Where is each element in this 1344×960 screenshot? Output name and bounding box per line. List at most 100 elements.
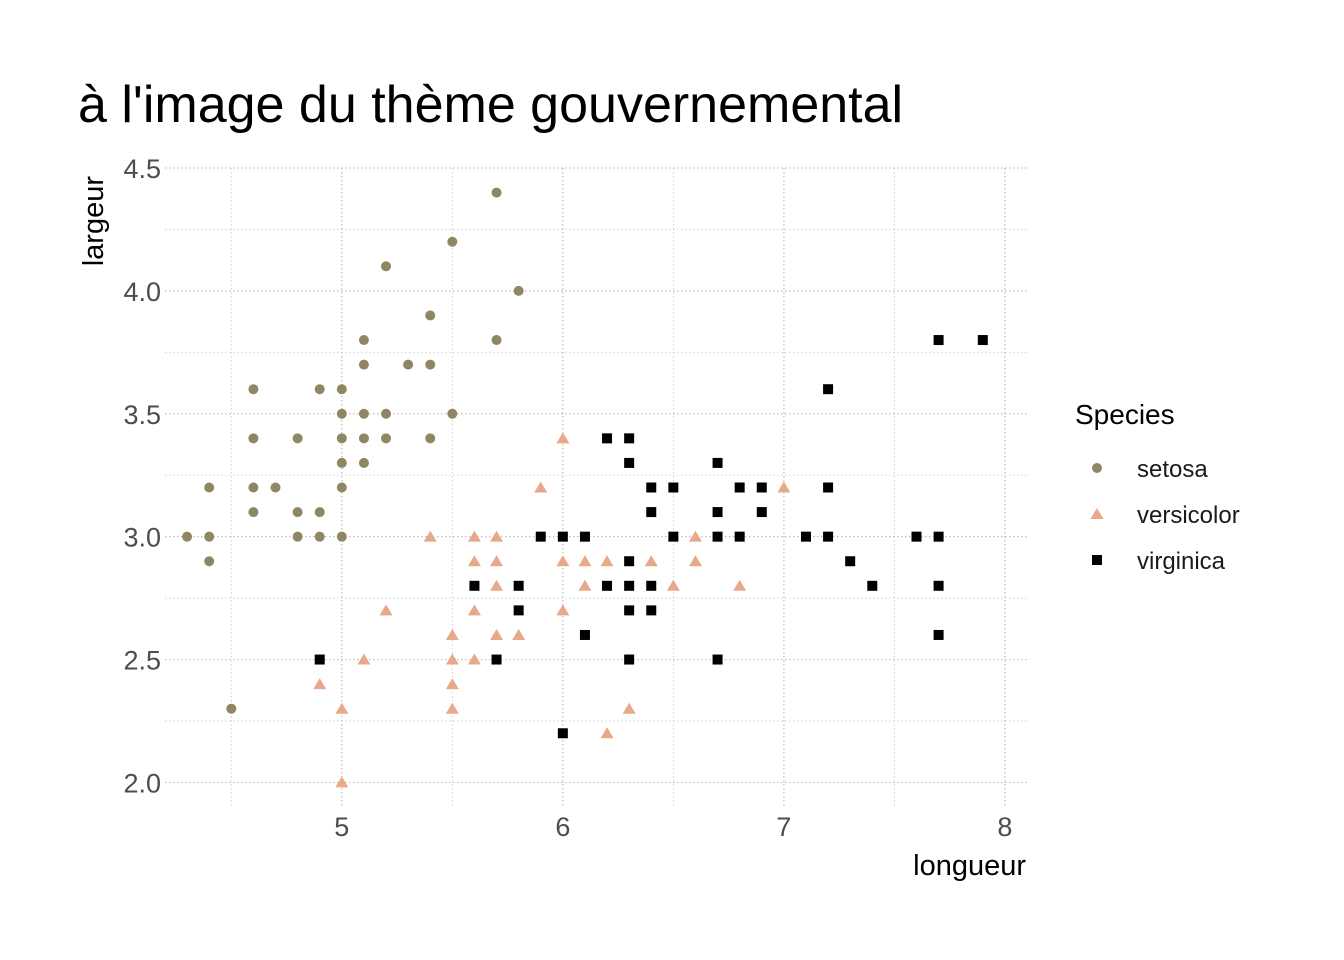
- legend-key-virginica: [1092, 555, 1102, 565]
- point-versicolor: [467, 653, 481, 665]
- y-tick-label: 3.0: [123, 523, 161, 553]
- point-virginica: [756, 482, 767, 493]
- point-versicolor: [534, 481, 548, 493]
- point-setosa: [447, 236, 458, 247]
- y-tick-label: 3.5: [123, 400, 161, 430]
- point-setosa: [358, 408, 369, 419]
- point-setosa: [381, 408, 392, 419]
- chart-title: à l'image du thème gouvernemental: [78, 76, 903, 134]
- point-setosa: [336, 433, 347, 444]
- point-setosa: [204, 482, 215, 493]
- point-virginica: [734, 531, 745, 542]
- point-setosa: [248, 384, 259, 395]
- legend-title: Species: [1075, 399, 1175, 430]
- point-versicolor: [467, 604, 481, 616]
- point-setosa: [358, 433, 369, 444]
- point-versicolor: [313, 678, 327, 690]
- point-setosa: [425, 433, 436, 444]
- legend: Species setosa versicolor virginica: [1075, 399, 1240, 575]
- point-versicolor: [335, 776, 349, 788]
- point-virginica: [867, 580, 878, 591]
- point-versicolor: [556, 604, 570, 616]
- point-setosa: [292, 507, 303, 518]
- point-virginica: [579, 629, 590, 640]
- point-virginica: [646, 580, 657, 591]
- legend-key-versicolor: [1090, 508, 1104, 519]
- point-virginica: [977, 335, 988, 346]
- point-versicolor: [490, 555, 504, 567]
- point-setosa: [226, 703, 237, 714]
- y-axis-tick-labels: 2.0 2.5 3.0 3.5 4.0 4.5: [123, 154, 161, 798]
- point-virginica: [602, 580, 613, 591]
- series-setosa: [182, 187, 524, 714]
- point-versicolor: [335, 702, 349, 714]
- y-tick-label: 4.0: [123, 277, 161, 307]
- point-virginica: [491, 654, 502, 665]
- point-setosa: [336, 408, 347, 419]
- point-setosa: [381, 261, 392, 272]
- point-virginica: [756, 507, 767, 518]
- point-virginica: [602, 433, 613, 444]
- y-axis-title: largeur: [78, 176, 110, 267]
- point-versicolor: [556, 555, 570, 567]
- gridlines: [165, 167, 1027, 807]
- point-virginica: [933, 335, 944, 346]
- x-axis-title: longueur: [913, 850, 1026, 882]
- point-setosa: [248, 482, 259, 493]
- point-setosa: [358, 457, 369, 468]
- point-versicolor: [357, 653, 371, 665]
- point-virginica: [823, 531, 834, 542]
- point-versicolor: [600, 727, 614, 739]
- point-versicolor: [578, 579, 592, 591]
- point-versicolor: [445, 678, 459, 690]
- point-setosa: [292, 433, 303, 444]
- point-virginica: [557, 728, 568, 739]
- x-tick-label: 5: [334, 812, 349, 842]
- point-virginica: [314, 654, 325, 665]
- point-virginica: [712, 507, 723, 518]
- series-versicolor: [313, 432, 791, 788]
- series-virginica: [314, 335, 988, 739]
- point-setosa: [491, 335, 502, 346]
- point-virginica: [712, 457, 723, 468]
- point-versicolor: [688, 530, 702, 542]
- point-setosa: [204, 531, 215, 542]
- point-virginica: [933, 629, 944, 640]
- point-virginica: [823, 482, 834, 493]
- point-virginica: [646, 507, 657, 518]
- point-setosa: [270, 482, 281, 493]
- point-virginica: [646, 482, 657, 493]
- point-versicolor: [445, 628, 459, 640]
- point-virginica: [646, 605, 657, 616]
- point-versicolor: [688, 555, 702, 567]
- point-versicolor: [578, 555, 592, 567]
- legend-label-setosa: setosa: [1137, 456, 1208, 483]
- point-virginica: [845, 556, 856, 567]
- point-setosa: [403, 359, 414, 370]
- point-versicolor: [512, 628, 526, 640]
- y-tick-label: 4.5: [123, 154, 161, 184]
- point-setosa: [314, 531, 325, 542]
- point-virginica: [535, 531, 546, 542]
- point-versicolor: [467, 530, 481, 542]
- point-setosa: [204, 556, 215, 567]
- point-versicolor: [445, 653, 459, 665]
- point-virginica: [513, 580, 524, 591]
- point-virginica: [557, 531, 568, 542]
- x-axis-tick-labels: 5 6 7 8: [334, 812, 1012, 842]
- point-setosa: [248, 433, 259, 444]
- x-tick-label: 8: [997, 812, 1012, 842]
- point-virginica: [668, 531, 679, 542]
- point-virginica: [579, 531, 590, 542]
- point-setosa: [513, 285, 524, 296]
- point-setosa: [358, 359, 369, 370]
- point-setosa: [336, 457, 347, 468]
- point-setosa: [314, 507, 325, 518]
- point-versicolor: [423, 530, 437, 542]
- point-versicolor: [733, 579, 747, 591]
- data-points: [182, 187, 988, 788]
- point-virginica: [668, 482, 679, 493]
- point-setosa: [358, 335, 369, 346]
- point-virginica: [513, 605, 524, 616]
- point-virginica: [911, 531, 922, 542]
